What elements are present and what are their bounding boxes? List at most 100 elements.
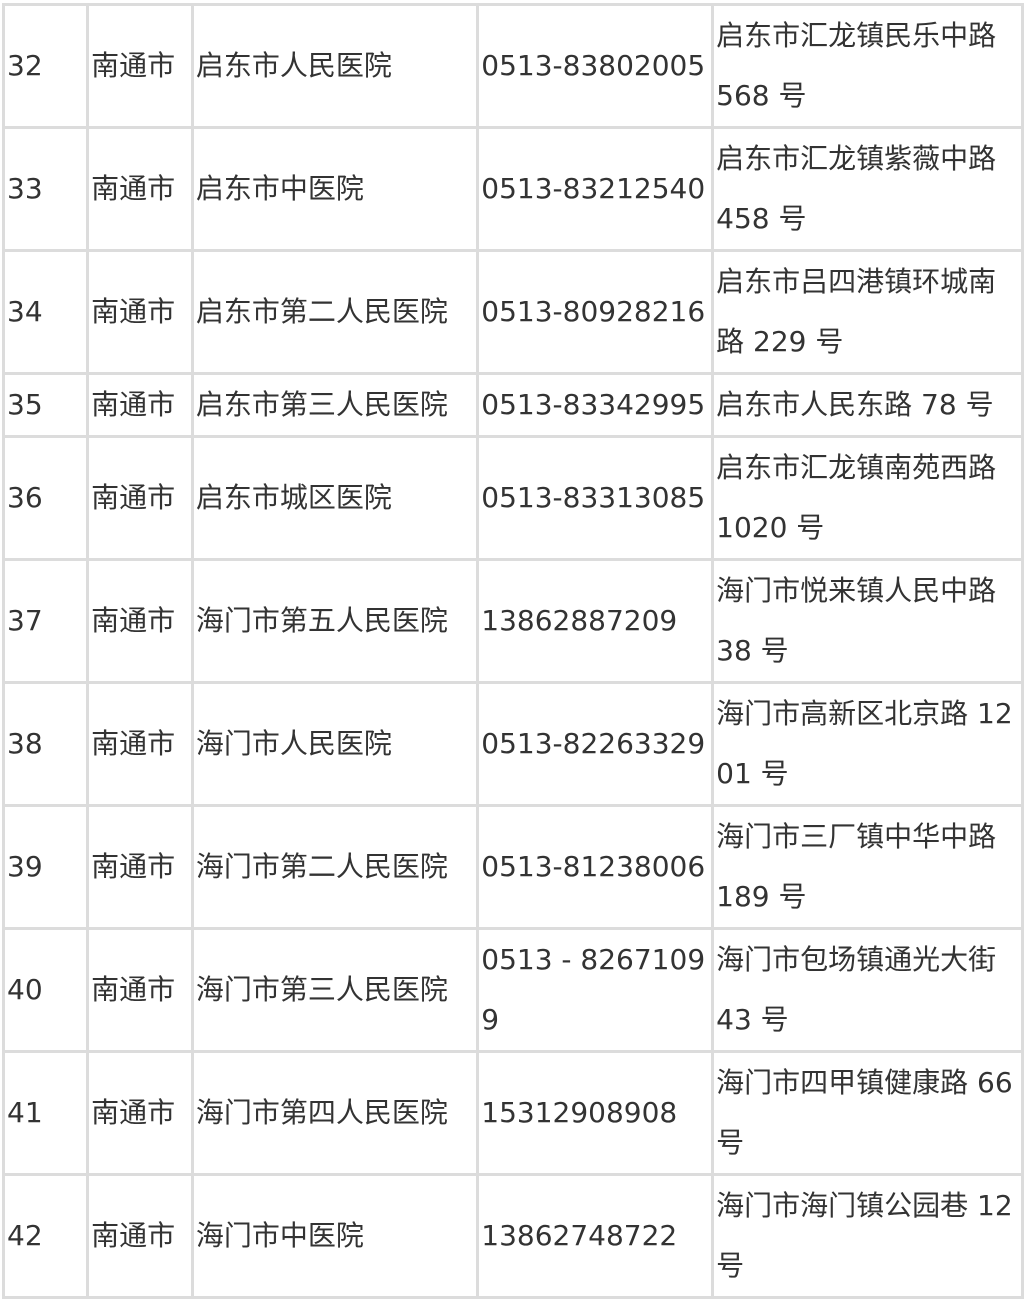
- address-cell-line: 海门市四甲镇健康路 66: [716, 1066, 1013, 1099]
- address-cell-line: 海门市悦来镇人民中路: [716, 574, 997, 607]
- address-cell-line: 号: [716, 1126, 745, 1159]
- hospital-name-cell: 启东市城区医院: [190, 435, 480, 561]
- city-cell: 南通市: [86, 249, 194, 375]
- address-cell: 启东市汇龙镇南苑西路 1020 号: [711, 435, 1024, 561]
- row-number-cell: 40: [1, 927, 90, 1053]
- hospital-name-cell: 启东市第二人民医院: [190, 249, 480, 375]
- address-cell-line: 启东市汇龙镇南苑西路: [716, 451, 997, 484]
- phone-cell: 0513 - 8267109 9: [476, 927, 715, 1053]
- city-cell: 南通市: [86, 3, 194, 129]
- phone-cell-line: 0513-83802005: [481, 49, 706, 82]
- row-number-cell: 36: [1, 435, 90, 561]
- hospital-name-cell: 启东市人民医院: [190, 3, 480, 129]
- hospital-name-cell: 海门市人民医院: [190, 681, 480, 807]
- phone-cell: 0513-83313085: [476, 435, 715, 561]
- row-number-cell: 37: [1, 558, 90, 684]
- address-cell: 启东市汇龙镇紫薇中路 458 号: [711, 126, 1024, 252]
- table-row: 37 南通市 海门市第五人民医院 13862887209 海门市悦来镇人民中路 38 号: [1, 558, 1024, 684]
- city-cell: 南通市: [86, 804, 194, 930]
- address-cell-line: 号: [716, 1249, 745, 1282]
- table-row: 39 南通市 海门市第二人民医院 0513-81238006 海门市三厂镇中华中路 189…: [1, 804, 1024, 930]
- phone-cell-line: 15312908908: [481, 1096, 678, 1129]
- phone-cell-line: 0513-83313085: [481, 481, 706, 514]
- phone-cell: 0513-80928216: [476, 249, 715, 375]
- hospital-name-cell: 海门市第二人民医院: [190, 804, 480, 930]
- address-cell: 海门市悦来镇人民中路 38 号: [711, 558, 1024, 684]
- city-cell: 南通市: [86, 1050, 194, 1176]
- address-cell-line: 01 号: [716, 757, 789, 790]
- address-cell: 启东市吕四港镇环城南路 229 号: [711, 249, 1024, 375]
- phone-cell: 0513-82263329: [476, 681, 715, 807]
- address-cell: 启东市人民东路 78 号: [711, 372, 1024, 438]
- phone-cell-line: 0513-81238006: [481, 850, 706, 883]
- row-number-cell: 42: [1, 1173, 90, 1299]
- table-row: 42 南通市 海门市中医院 13862748722 海门市海门镇公园巷 12 号: [1, 1173, 1024, 1299]
- phone-cell: 0513-83212540: [476, 126, 715, 252]
- table-row: 40 南通市 海门市第三人民医院 0513 - 8267109 9 海门市包场镇通光大街 4…: [1, 927, 1024, 1053]
- phone-cell-line: 13862887209: [481, 604, 678, 637]
- phone-cell-line: 9: [481, 1003, 500, 1036]
- table-row: 32 南通市 启东市人民医院 0513-83802005 启东市汇龙镇民乐中路 568 号: [1, 3, 1024, 129]
- address-cell: 海门市三厂镇中华中路 189 号: [711, 804, 1024, 930]
- address-cell: 海门市四甲镇健康路 66 号: [711, 1050, 1024, 1176]
- address-cell-line: 海门市三厂镇中华中路: [716, 820, 997, 853]
- phone-cell-line: 0513-80928216: [481, 295, 706, 328]
- address-cell-line: 43 号: [716, 1003, 789, 1036]
- address-cell-line: 189 号: [716, 880, 807, 913]
- city-cell: 南通市: [86, 1173, 194, 1299]
- address-cell-line: 海门市海门镇公园巷 12: [716, 1189, 1013, 1222]
- row-number-cell: 35: [1, 372, 90, 438]
- address-cell-line: 启东市人民东路 78 号: [716, 388, 994, 421]
- phone-cell: 15312908908: [476, 1050, 715, 1176]
- address-cell-line: 568 号: [716, 79, 807, 112]
- city-cell: 南通市: [86, 681, 194, 807]
- address-cell-line: 1020 号: [716, 511, 825, 544]
- address-cell: 启东市汇龙镇民乐中路 568 号: [711, 3, 1024, 129]
- address-cell-line: 路 229 号: [716, 325, 844, 358]
- address-cell: 海门市包场镇通光大街 43 号: [711, 927, 1024, 1053]
- phone-cell: 13862887209: [476, 558, 715, 684]
- phone-cell: 0513-83342995: [476, 372, 715, 438]
- address-cell-line: 海门市包场镇通光大街: [716, 943, 997, 976]
- table-row: 35 南通市 启东市第三人民医院 0513-83342995 启东市人民东路 78 号: [1, 372, 1024, 438]
- hospital-name-cell: 启东市第三人民医院: [190, 372, 480, 438]
- city-cell: 南通市: [86, 558, 194, 684]
- phone-cell-line: 0513-83342995: [481, 388, 706, 421]
- phone-cell-line: 0513-82263329: [481, 727, 706, 760]
- phone-cell-line: 0513-83212540: [481, 172, 706, 205]
- city-cell: 南通市: [86, 372, 194, 438]
- table-row: 41 南通市 海门市第四人民医院 15312908908 海门市四甲镇健康路 66 号: [1, 1050, 1024, 1176]
- phone-cell-line: 13862748722: [481, 1219, 678, 1252]
- hospital-name-cell: 海门市第三人民医院: [190, 927, 480, 1053]
- row-number-cell: 41: [1, 1050, 90, 1176]
- address-cell-line: 458 号: [716, 202, 807, 235]
- address-cell-line: 38 号: [716, 634, 789, 667]
- row-number-cell: 32: [1, 3, 90, 129]
- address-cell: 海门市海门镇公园巷 12 号: [711, 1173, 1024, 1299]
- address-cell-line: 启东市吕四港镇环城南: [716, 265, 997, 298]
- hospital-name-cell: 启东市中医院: [190, 126, 480, 252]
- row-number-cell: 34: [1, 249, 90, 375]
- table-row: 34 南通市 启东市第二人民医院 0513-80928216 启东市吕四港镇环城南路 2…: [1, 249, 1024, 375]
- address-cell-line: 启东市汇龙镇民乐中路: [716, 19, 997, 52]
- address-cell-line: 启东市汇龙镇紫薇中路: [716, 142, 997, 175]
- city-cell: 南通市: [86, 126, 194, 252]
- hospital-name-cell: 海门市第四人民医院: [190, 1050, 480, 1176]
- phone-cell: 13862748722: [476, 1173, 715, 1299]
- table-row: 33 南通市 启东市中医院 0513-83212540 启东市汇龙镇紫薇中路 458 号: [1, 126, 1024, 252]
- city-cell: 南通市: [86, 435, 194, 561]
- row-number-cell: 38: [1, 681, 90, 807]
- phone-cell-line: 0513 - 8267109: [481, 943, 706, 976]
- phone-cell: 0513-83802005: [476, 3, 715, 129]
- hospital-name-cell: 海门市第五人民医院: [190, 558, 480, 684]
- table-row: 38 南通市 海门市人民医院 0513-82263329 海门市高新区北京路 12 01 …: [1, 681, 1024, 807]
- address-cell: 海门市高新区北京路 12 01 号: [711, 681, 1024, 807]
- hospital-table: 32 南通市 启东市人民医院 0513-83802005 启东市汇龙镇民乐中路 568 号…: [1, 3, 1024, 1299]
- hospital-name-cell: 海门市中医院: [190, 1173, 480, 1299]
- row-number-cell: 39: [1, 804, 90, 930]
- row-number-cell: 33: [1, 126, 90, 252]
- city-cell: 南通市: [86, 927, 194, 1053]
- table-row: 36 南通市 启东市城区医院 0513-83313085 启东市汇龙镇南苑西路 1020 …: [1, 435, 1024, 561]
- phone-cell: 0513-81238006: [476, 804, 715, 930]
- address-cell-line: 海门市高新区北京路 12: [716, 697, 1013, 730]
